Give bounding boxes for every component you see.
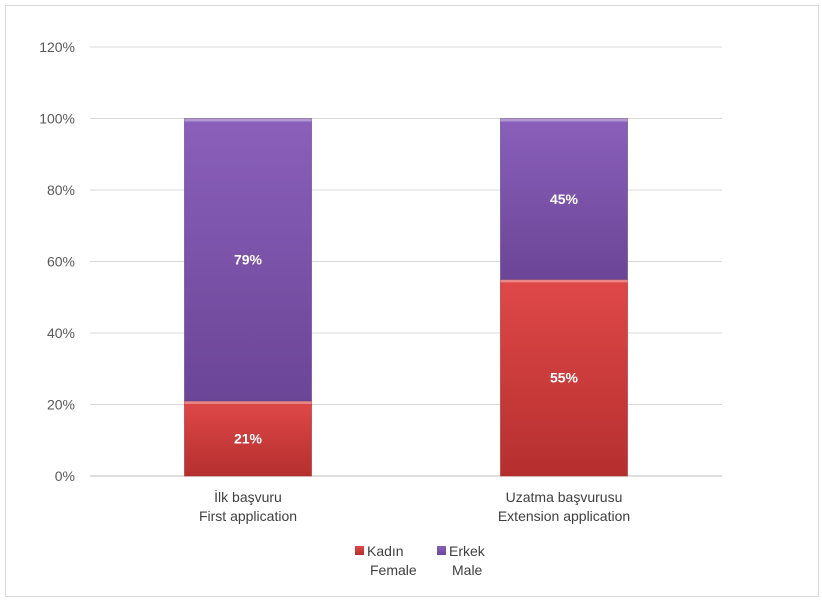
bar-segment xyxy=(184,400,312,477)
legend-swatch xyxy=(355,546,364,555)
chart-frame xyxy=(5,5,819,597)
y-tick-label: 20% xyxy=(47,397,75,413)
x-tick-label: İlk başvuru xyxy=(214,488,282,505)
legend-label: Erkek xyxy=(449,543,486,559)
legend-swatch xyxy=(437,546,446,555)
bar-segment-highlight xyxy=(184,400,312,404)
y-tick-label: 0% xyxy=(55,468,75,484)
data-label: 79% xyxy=(234,252,263,268)
legend-label: Female xyxy=(370,562,417,578)
y-tick-label: 80% xyxy=(47,182,75,198)
legend: Kadın Female Erkek Male xyxy=(355,543,486,578)
legend-label: Male xyxy=(452,562,483,578)
y-tick-label: 100% xyxy=(39,111,75,127)
bar-segment xyxy=(500,279,628,477)
data-label: 21% xyxy=(234,430,263,446)
x-tick-label: First application xyxy=(199,508,297,524)
y-tick-label: 120% xyxy=(39,39,75,55)
bars: 21% 79% 55% 45% xyxy=(184,118,628,477)
y-axis: 0% 20% 40% 60% 80% 100% 120% xyxy=(39,39,75,484)
data-label: 45% xyxy=(550,191,579,207)
bar-segment-highlight xyxy=(500,279,628,283)
x-axis: İlk başvuru First application Uzatma başvu… xyxy=(199,488,630,524)
x-tick-label: Extension application xyxy=(498,508,630,524)
x-tick-label: Uzatma başvurusu xyxy=(506,489,623,505)
bar-segment-highlight xyxy=(500,118,628,122)
data-label: 55% xyxy=(550,370,579,386)
bar-segment xyxy=(500,118,628,280)
legend-label: Kadın xyxy=(367,543,404,559)
y-tick-label: 60% xyxy=(47,254,75,270)
bar-segment xyxy=(184,118,312,402)
y-tick-label: 40% xyxy=(47,325,75,341)
bar-segment-highlight xyxy=(184,118,312,122)
